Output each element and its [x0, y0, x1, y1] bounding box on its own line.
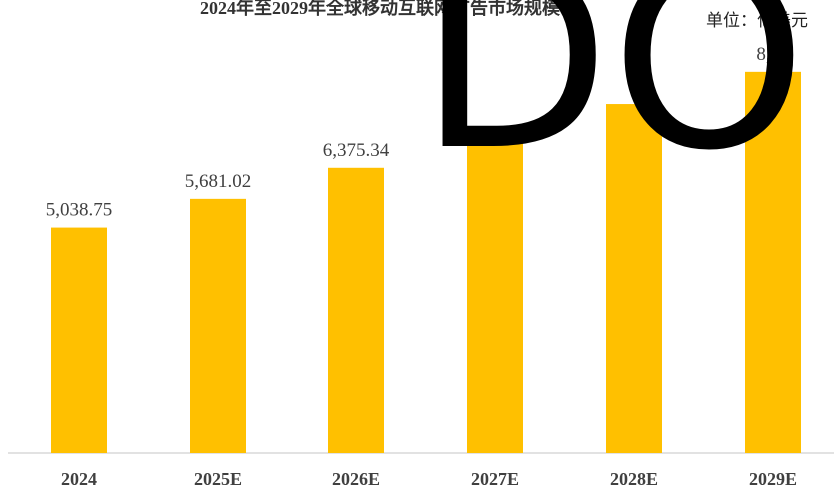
data-label-2029E: 8,52 [756, 44, 789, 65]
x-tick-label-2025E: 2025E [194, 469, 242, 489]
data-label-2024: 5,038.75 [46, 200, 113, 221]
x-tick-label-2029E: 2029E [749, 469, 797, 489]
x-tick-label-2027E: 2027E [471, 469, 519, 489]
data-label-2025E: 5,681.02 [185, 171, 252, 192]
bar-2028E [606, 104, 662, 453]
bar-2029E [745, 71, 801, 453]
x-tick-label-2028E: 2028E [610, 469, 658, 489]
x-tick-label-2024: 2024 [61, 469, 97, 489]
chart-title: 2024年至2029年全球移动互联网广告市场规模 [200, 0, 560, 18]
bar-2025E [190, 198, 246, 453]
bar-2024 [51, 227, 107, 453]
bar-2027E [467, 133, 523, 453]
bar-2026E [328, 167, 384, 453]
data-label-2026E: 6,375.34 [323, 140, 390, 161]
unit-label: 单位：亿美元 [706, 11, 808, 31]
x-tick-label-2026E: 2026E [332, 469, 380, 489]
